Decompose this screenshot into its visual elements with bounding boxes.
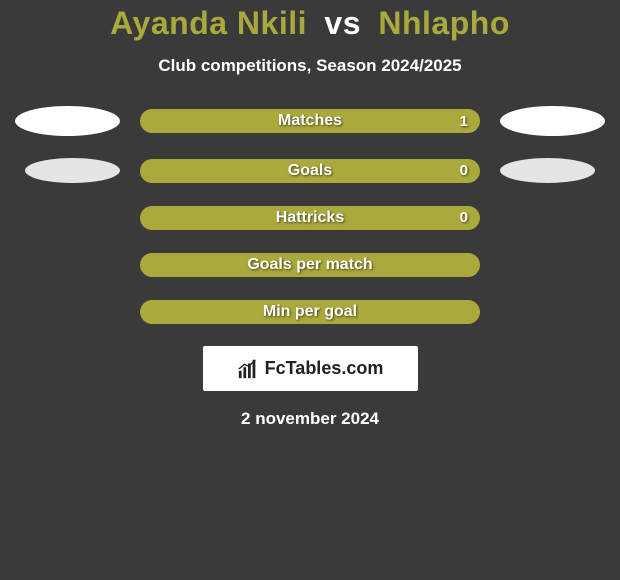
logo-card: FcTables.com bbox=[203, 346, 418, 391]
bar-label: Hattricks bbox=[140, 206, 480, 230]
stat-bar: Matches1 bbox=[140, 109, 480, 133]
stat-row: Min per goal bbox=[0, 299, 620, 324]
stat-row: Goals0 bbox=[0, 158, 620, 183]
comparison-title: Ayanda Nkili vs Nhlapho bbox=[0, 5, 620, 42]
right-ellipse bbox=[500, 158, 595, 183]
right-ellipse bbox=[500, 252, 605, 277]
left-ellipse bbox=[15, 205, 120, 230]
bar-label: Goals per match bbox=[140, 253, 480, 277]
chart-icon bbox=[237, 358, 259, 380]
date-label: 2 november 2024 bbox=[0, 409, 620, 429]
stat-bar: Hattricks0 bbox=[140, 206, 480, 230]
infographic-container: Ayanda Nkili vs Nhlapho Club competition… bbox=[0, 0, 620, 429]
stat-row: Matches1 bbox=[0, 106, 620, 136]
stat-rows: Matches1Goals0Hattricks0Goals per matchM… bbox=[0, 106, 620, 324]
left-ellipse bbox=[15, 299, 120, 324]
right-ellipse bbox=[500, 205, 605, 230]
left-ellipse bbox=[15, 252, 120, 277]
stat-bar: Goals0 bbox=[140, 159, 480, 183]
bar-value-right: 0 bbox=[460, 206, 468, 230]
bar-label: Matches bbox=[140, 109, 480, 133]
bar-label: Goals bbox=[140, 159, 480, 183]
stat-bar: Goals per match bbox=[140, 253, 480, 277]
bar-label: Min per goal bbox=[140, 300, 480, 324]
player1-name: Ayanda Nkili bbox=[110, 5, 307, 41]
left-ellipse bbox=[15, 106, 120, 136]
left-ellipse bbox=[25, 158, 120, 183]
vs-separator: vs bbox=[324, 5, 361, 41]
right-ellipse bbox=[500, 106, 605, 136]
logo-text: FcTables.com bbox=[265, 358, 384, 379]
bar-value-right: 0 bbox=[460, 159, 468, 183]
stat-row: Goals per match bbox=[0, 252, 620, 277]
stat-bar: Min per goal bbox=[140, 300, 480, 324]
stat-row: Hattricks0 bbox=[0, 205, 620, 230]
subtitle: Club competitions, Season 2024/2025 bbox=[0, 56, 620, 76]
player2-name: Nhlapho bbox=[378, 5, 509, 41]
right-ellipse bbox=[500, 299, 605, 324]
bar-value-right: 1 bbox=[460, 109, 468, 133]
